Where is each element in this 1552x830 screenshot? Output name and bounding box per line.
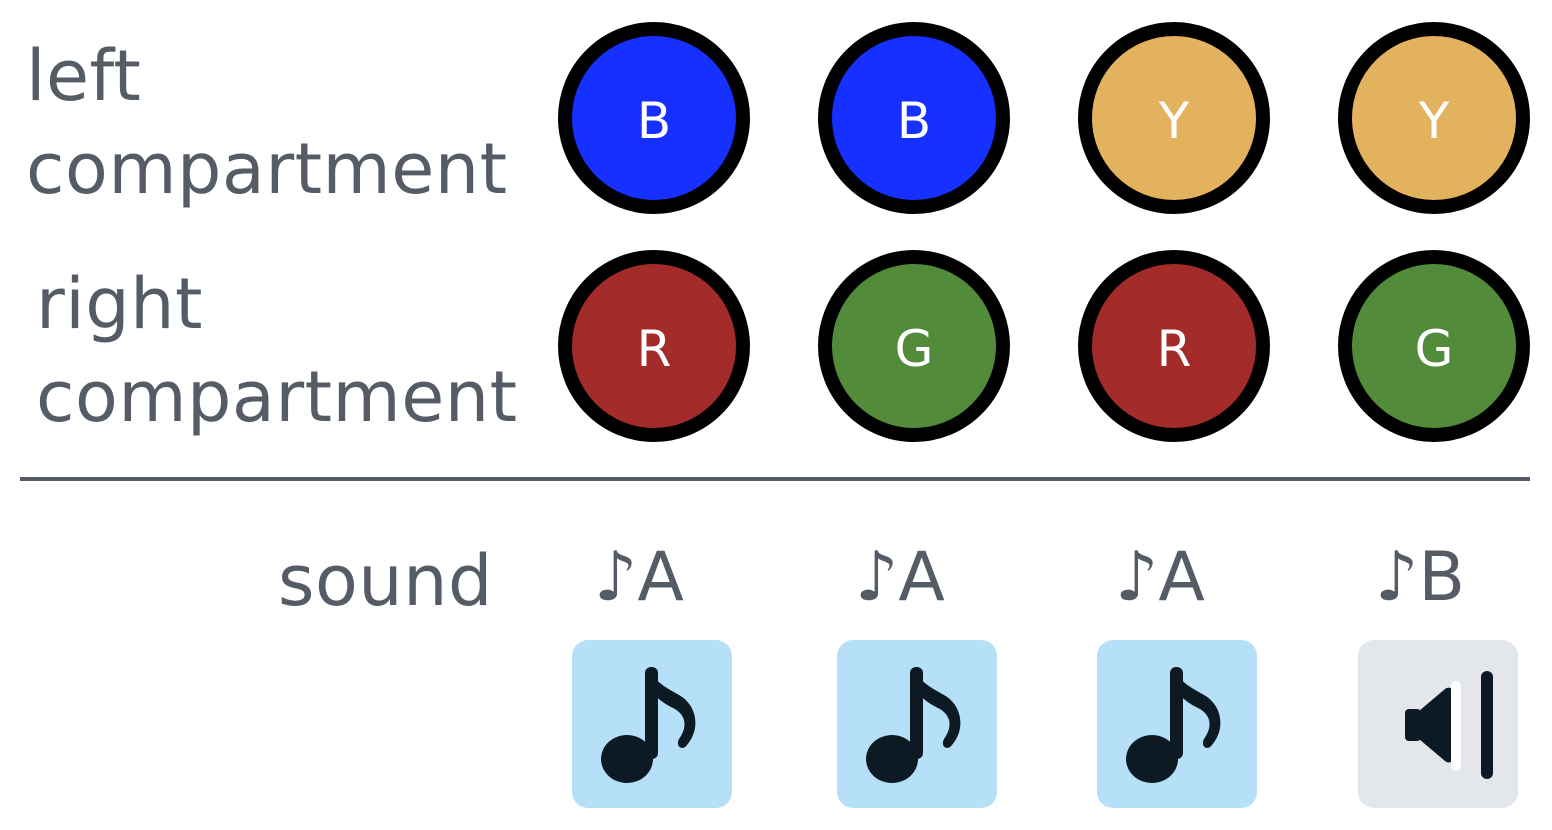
sound-button-3[interactable]: [1097, 640, 1257, 808]
right-ball-2: G: [818, 250, 1010, 442]
left-ball-3: Y: [1078, 22, 1270, 214]
right-compartment-label: right compartment: [36, 263, 518, 438]
left-ball-4: Y: [1338, 22, 1530, 214]
ball-letter: R: [1156, 320, 1192, 378]
ball-letter: Y: [1158, 92, 1190, 150]
left-ball-1: B: [558, 22, 750, 214]
music-note-icon: [1126, 667, 1221, 783]
sound-label: sound: [278, 540, 493, 622]
sound-button-2[interactable]: [837, 640, 997, 808]
note-label-2: ♪A: [855, 538, 945, 617]
ball-letter: G: [1414, 320, 1454, 378]
ball-letter: G: [894, 320, 934, 378]
sound-button-4[interactable]: [1358, 640, 1518, 808]
left-compartment-label: left compartment: [26, 35, 508, 210]
right-ball-4: G: [1338, 250, 1530, 442]
note-label-3: ♪A: [1115, 538, 1205, 617]
music-note-icon: [601, 667, 696, 783]
ball-letter: B: [636, 92, 672, 150]
ball-letter: B: [896, 92, 932, 150]
sound-button-1[interactable]: [572, 640, 732, 808]
ball-letter: R: [636, 320, 672, 378]
left-ball-2: B: [818, 22, 1010, 214]
note-label-4: ♪B: [1375, 538, 1466, 617]
right-ball-3: R: [1078, 250, 1270, 442]
speaker-low-volume-icon: [1405, 671, 1493, 779]
ball-letter: Y: [1418, 92, 1450, 150]
music-note-icon: [866, 667, 961, 783]
divider: [20, 477, 1530, 481]
right-ball-1: R: [558, 250, 750, 442]
note-label-1: ♪A: [594, 538, 684, 617]
